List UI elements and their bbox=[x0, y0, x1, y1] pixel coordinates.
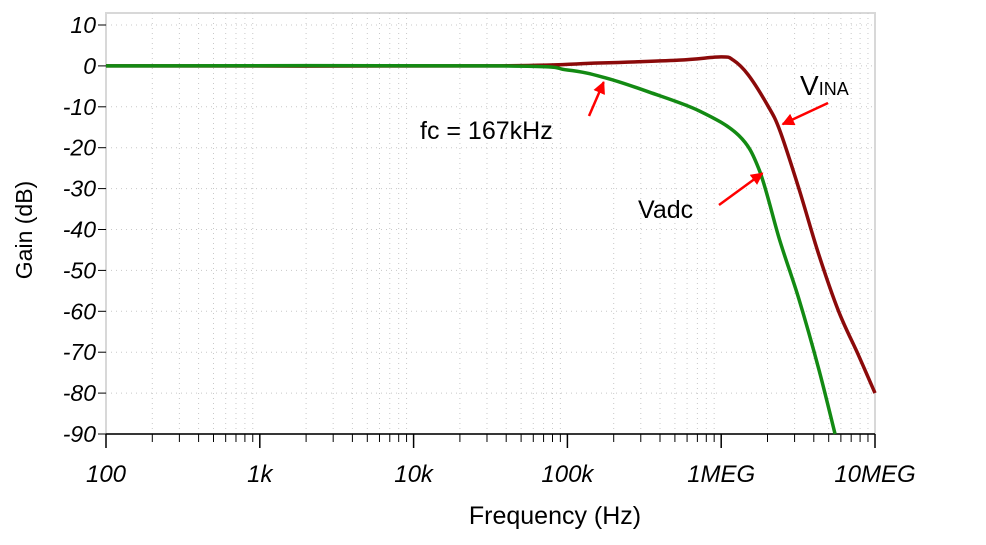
annotations: fc = 167kHz Vadc VINA bbox=[420, 70, 849, 224]
x-tick-label: 1MEG bbox=[687, 461, 755, 488]
y-tick-label: -20 bbox=[63, 135, 96, 161]
series-group bbox=[105, 55, 877, 435]
x-axis-label: Frequency (Hz) bbox=[469, 502, 641, 530]
x-tick-label: 10k bbox=[394, 461, 435, 488]
x-tick-label: 100 bbox=[86, 461, 127, 488]
y-tick-label: -50 bbox=[63, 257, 96, 283]
x-tick-label: 10MEG bbox=[834, 461, 915, 488]
y-tick-label: -40 bbox=[63, 217, 96, 243]
plot-frame bbox=[105, 12, 876, 435]
y-tick-label: -90 bbox=[63, 421, 96, 447]
annotation-vina-sub: INA bbox=[819, 79, 849, 99]
annotation-vadc: Vadc bbox=[638, 196, 693, 224]
y-tick-label: -60 bbox=[63, 298, 96, 324]
annotation-fc-arrow bbox=[587, 81, 605, 117]
annotation-vadc-arrow bbox=[718, 172, 764, 207]
y-tick-label: -30 bbox=[63, 176, 96, 202]
y-axis-label: Gain (dB) bbox=[11, 181, 37, 279]
annotation-vina-main: V bbox=[800, 70, 819, 101]
y-tick-label: -10 bbox=[63, 94, 96, 120]
annotation-vina: VINA bbox=[800, 70, 849, 101]
y-tick-label: -80 bbox=[63, 380, 96, 406]
series-line-vadc bbox=[105, 63, 837, 435]
y-tick-label: -70 bbox=[63, 339, 96, 365]
x-tick-label: 100k bbox=[541, 461, 595, 488]
annotation-fc: fc = 167kHz bbox=[420, 117, 553, 145]
y-tick-label: 0 bbox=[83, 53, 96, 79]
x-tick-label: 1k bbox=[247, 461, 274, 488]
series-line-vina bbox=[105, 55, 877, 394]
annotation-vina-arrow bbox=[781, 101, 829, 126]
y-tick-label: 10 bbox=[70, 12, 96, 38]
grid bbox=[105, 12, 876, 435]
